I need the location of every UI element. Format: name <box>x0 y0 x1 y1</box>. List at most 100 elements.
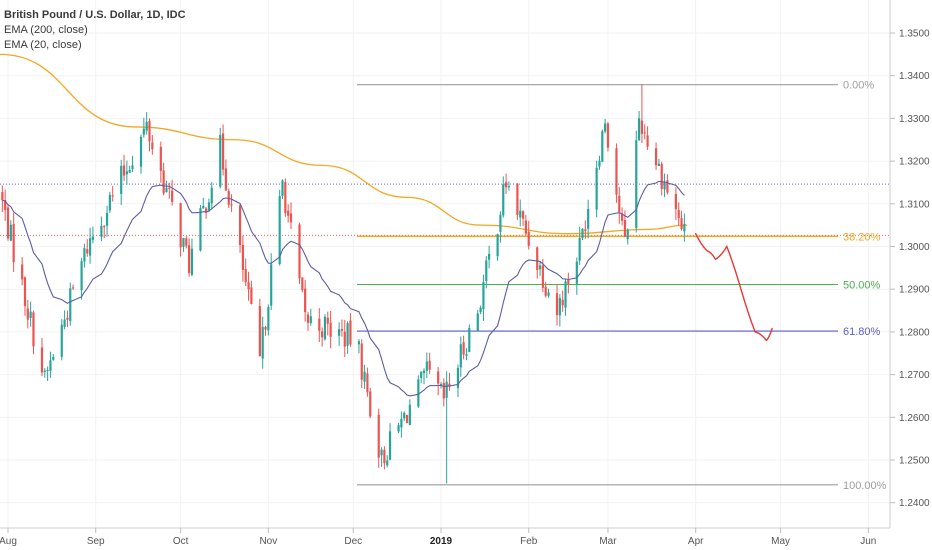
candle-body <box>264 327 267 330</box>
candle-body <box>369 391 372 417</box>
time-tick-label: Sep <box>87 536 105 547</box>
candle-body <box>309 316 312 324</box>
candle-body <box>621 213 624 221</box>
candle-body <box>383 449 386 464</box>
candle-body <box>496 234 499 257</box>
candle-body <box>439 384 443 386</box>
candle-body <box>278 195 281 265</box>
candle-body <box>547 292 550 296</box>
candle-body <box>601 131 604 162</box>
candle-body <box>111 195 114 197</box>
candle-body <box>479 307 482 313</box>
candle-body <box>207 202 211 211</box>
candle-body <box>366 373 369 393</box>
candle-body <box>516 183 519 216</box>
candle-body <box>595 167 598 210</box>
candle-body <box>244 268 247 283</box>
price-tick-label: 1.3200 <box>899 157 930 168</box>
candle-body <box>21 264 24 280</box>
candle-body <box>340 328 344 331</box>
candle-body <box>420 371 423 379</box>
candle-body <box>643 132 646 134</box>
fib-level-label: 50.00% <box>843 280 881 292</box>
candle-body <box>4 200 7 210</box>
ema200-legend[interactable]: EMA (200, close) <box>4 24 88 36</box>
price-tick-label: 1.2700 <box>899 370 930 381</box>
price-tick-label: 1.3100 <box>899 199 930 210</box>
projection-drawing[interactable] <box>694 232 773 342</box>
price-axis[interactable]: 1.3500 1.3400 1.3300 1.3200 1.3100 1.3000 1.29… <box>890 29 930 510</box>
candle-body <box>408 404 411 425</box>
candle-body <box>448 383 451 387</box>
candle-body <box>615 148 618 195</box>
candle-body <box>66 317 69 320</box>
candle-body <box>258 306 261 357</box>
candle-body <box>100 225 103 237</box>
candle-body <box>349 320 352 345</box>
candle-body <box>289 213 293 223</box>
candle-body <box>519 210 522 218</box>
candle-body <box>304 288 307 313</box>
time-tick-label: Mar <box>599 536 617 547</box>
price-tick-label: 1.2900 <box>899 285 930 296</box>
candle-body <box>604 123 607 132</box>
candle-body <box>49 360 52 371</box>
candle-body <box>360 343 363 380</box>
candle-body <box>456 367 460 388</box>
candle-body <box>261 326 264 359</box>
candle-body <box>521 211 525 219</box>
candle-body <box>465 354 468 356</box>
candle-body <box>188 245 191 274</box>
candle-body <box>88 238 92 256</box>
candle-body <box>125 171 128 175</box>
candle-body <box>338 329 341 336</box>
candle-body <box>386 460 389 466</box>
candle-body <box>63 319 66 327</box>
candle-body <box>1 192 4 201</box>
price-tick-label: 1.2500 <box>899 456 930 467</box>
candle-body <box>287 210 290 216</box>
candle-body <box>182 237 185 248</box>
candle-body <box>403 412 406 419</box>
candle-body <box>606 123 610 148</box>
candle-body <box>527 231 530 246</box>
candlestick-series <box>1 84 686 484</box>
candle-body <box>250 287 253 304</box>
candle-body <box>445 381 448 398</box>
ema20-legend[interactable]: EMA (20, close) <box>4 39 82 51</box>
time-tick-label: Apr <box>688 536 704 547</box>
candle-body <box>91 236 94 240</box>
candle-body <box>428 360 431 370</box>
candle-body <box>219 134 222 187</box>
candle-body <box>437 371 440 384</box>
candle-body <box>502 184 505 216</box>
candle-body <box>301 277 304 291</box>
candle-body <box>122 165 126 176</box>
price-tick-label: 1.2600 <box>899 413 930 424</box>
candle-body <box>221 133 225 170</box>
candle-body <box>657 163 660 166</box>
candle-body <box>555 293 559 316</box>
symbol-title[interactable]: British Pound / U.S. Dollar, 1D, IDC <box>4 9 186 21</box>
candle-body <box>499 214 502 232</box>
time-tick-label: Oct <box>173 536 189 547</box>
candle-body <box>202 205 205 209</box>
candle-body <box>674 193 677 210</box>
candle-body <box>12 223 15 263</box>
candle-body <box>205 208 208 213</box>
candle-body <box>142 128 145 135</box>
candle-body <box>459 344 462 368</box>
candle-body <box>71 287 75 289</box>
candle-body <box>323 316 327 340</box>
candle-body <box>575 261 578 284</box>
time-axis[interactable]: Aug Sep Oct Nov Dec 2019 Feb Mar Apr May Jun <box>0 528 876 547</box>
candle-body <box>425 361 428 371</box>
candle-body <box>581 228 584 239</box>
fibonacci-retracement[interactable]: 0.00% 38.20% 50.00% 61.80% 100.00% <box>357 80 887 492</box>
candle-body <box>380 449 383 456</box>
candle-body <box>538 265 542 270</box>
time-tick-label: Dec <box>344 536 362 547</box>
time-tick-label: Feb <box>520 536 538 547</box>
candle-body <box>60 324 63 357</box>
